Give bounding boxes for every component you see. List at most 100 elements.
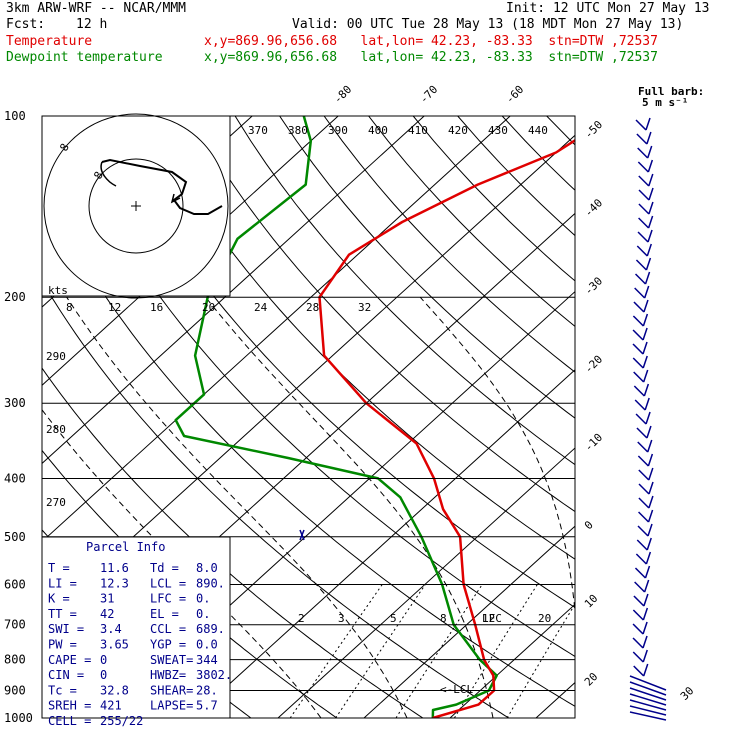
pressure-label: 1000 (4, 711, 33, 725)
wind-barb-flag (646, 243, 652, 257)
parcel-field-label: T = (48, 561, 70, 575)
isotherm-label: -10 (582, 431, 605, 454)
parcel-field-value: 28. (196, 683, 218, 697)
isotherm-line (708, 116, 740, 718)
wind-barb (632, 637, 644, 649)
parcel-field-value: 32.8 (100, 683, 129, 697)
wind-barb (632, 329, 644, 341)
wind-barb (634, 399, 646, 411)
hodograph-ring (88, 158, 184, 254)
wind-barb (629, 693, 667, 706)
parcel-field-value: 890. (196, 576, 225, 590)
dry-adiabat-line (101, 116, 575, 609)
wind-barb (638, 203, 650, 215)
isotherm-label: 20 (582, 670, 601, 689)
wind-barb (634, 273, 647, 285)
dry-adiabat-line (680, 116, 740, 718)
wind-barb-flag (643, 593, 649, 607)
wind-barb-flag (642, 341, 648, 355)
wind-barb-flag (642, 327, 648, 341)
wind-barb (632, 315, 644, 327)
parcel-field-value: 0. (196, 607, 210, 621)
dry-adiabat-line (42, 280, 510, 718)
theta-label: 380 (288, 124, 308, 137)
parcel-field-label: TT = (48, 607, 77, 621)
wind-barb-flag (646, 425, 652, 439)
wind-barb (633, 665, 645, 677)
dry-adiabat-line (501, 116, 575, 191)
wind-barb-flag (642, 313, 649, 327)
wind-barb-flag (643, 663, 649, 677)
theta-label: 440 (528, 124, 548, 137)
wind-barb (638, 175, 650, 187)
hodograph-speed-label: 20 (202, 301, 215, 314)
hodograph-ring (43, 113, 229, 299)
pressure-label: 600 (4, 577, 26, 591)
mixing-ratio-label: 12 (482, 612, 495, 625)
wind-barb-flag (643, 285, 650, 299)
wind-barb (637, 455, 649, 467)
mixing-ratio-label: 5 (390, 612, 397, 625)
wind-barb (638, 497, 650, 509)
model-title: 3km ARW-WRF -- NCAR/MMM (6, 1, 187, 16)
isotherm-line (449, 603, 575, 718)
parcel-field-label: SWI = (48, 622, 84, 636)
mixing-ratio-line (289, 584, 383, 718)
parcel-info-title: Parcel Info (86, 540, 165, 554)
parcel-field-label: CELL = (48, 714, 91, 728)
hodograph-speed-label: 24 (254, 301, 268, 314)
wind-barb (629, 675, 667, 691)
parcel-field-label: K = (48, 592, 70, 606)
parcel-field-value: 3.4 (100, 622, 122, 636)
parcel-field-value: 3802. (196, 668, 232, 682)
parcel-field-value: 31 (100, 592, 114, 606)
parcel-field-value: 0.0 (196, 638, 218, 652)
pressure-label: 700 (4, 618, 26, 632)
isotherm-label: 10 (582, 592, 601, 611)
wind-barb (637, 525, 649, 537)
wind-barb-flag (647, 159, 654, 173)
wind-barb-flag (647, 439, 653, 453)
hodograph-marker (170, 193, 181, 204)
wind-barb (632, 623, 644, 635)
parcel-field-value: 255/22 (100, 714, 143, 728)
temperature-legend-label: Temperature (6, 34, 93, 49)
isotherm-label: -80 (331, 83, 354, 106)
wind-barb-flag (647, 229, 653, 243)
moist-adiabat-line (205, 296, 494, 718)
wind-barb-flag (648, 201, 654, 215)
wind-barb-flag (644, 397, 650, 411)
wind-barb (636, 133, 648, 145)
parcel-info-box: Parcel Info T = 11.6 Td = 8.0 LI = 12.3 LCL = 89… (41, 536, 232, 728)
wind-barb-flag (648, 187, 654, 201)
dewpoint-legend-info: x,y=869.96,656.68 lat,lon= 42.23, -83.33… (204, 50, 658, 65)
hodograph-speed-label: 12 (108, 301, 121, 314)
wind-barb-flag (645, 117, 651, 131)
hodograph-unit-label: kts (48, 284, 68, 297)
parcel-field-label: CAPE = (48, 653, 91, 667)
dry-adiabat-line (145, 116, 575, 560)
parcel-field-value: 421 (100, 699, 122, 713)
parcel-field-value: 11.6 (100, 561, 129, 575)
wind-barb-flag (647, 509, 654, 523)
wind-barb-flag (645, 551, 652, 565)
wind-barb (632, 343, 644, 355)
parcel-field-label: CCL = (150, 622, 186, 636)
wind-barb-flag (646, 537, 652, 551)
pressure-label: 800 (4, 653, 26, 667)
dry-adiabat-line (725, 116, 740, 718)
wind-barb (634, 567, 647, 579)
wind-barb (635, 119, 647, 131)
wind-barb-flag (647, 453, 654, 467)
wind-barb-flag (646, 145, 653, 159)
parcel-field-value: 3.65 (100, 638, 129, 652)
isotherm-line (277, 447, 575, 718)
wind-barb (633, 371, 645, 383)
theta-label: 410 (408, 124, 428, 137)
dry-adiabat-line (323, 116, 575, 373)
wind-barb-flag (648, 467, 654, 481)
isotherm-label: -50 (582, 118, 605, 141)
hodograph-speed-label: 8 (66, 301, 73, 314)
